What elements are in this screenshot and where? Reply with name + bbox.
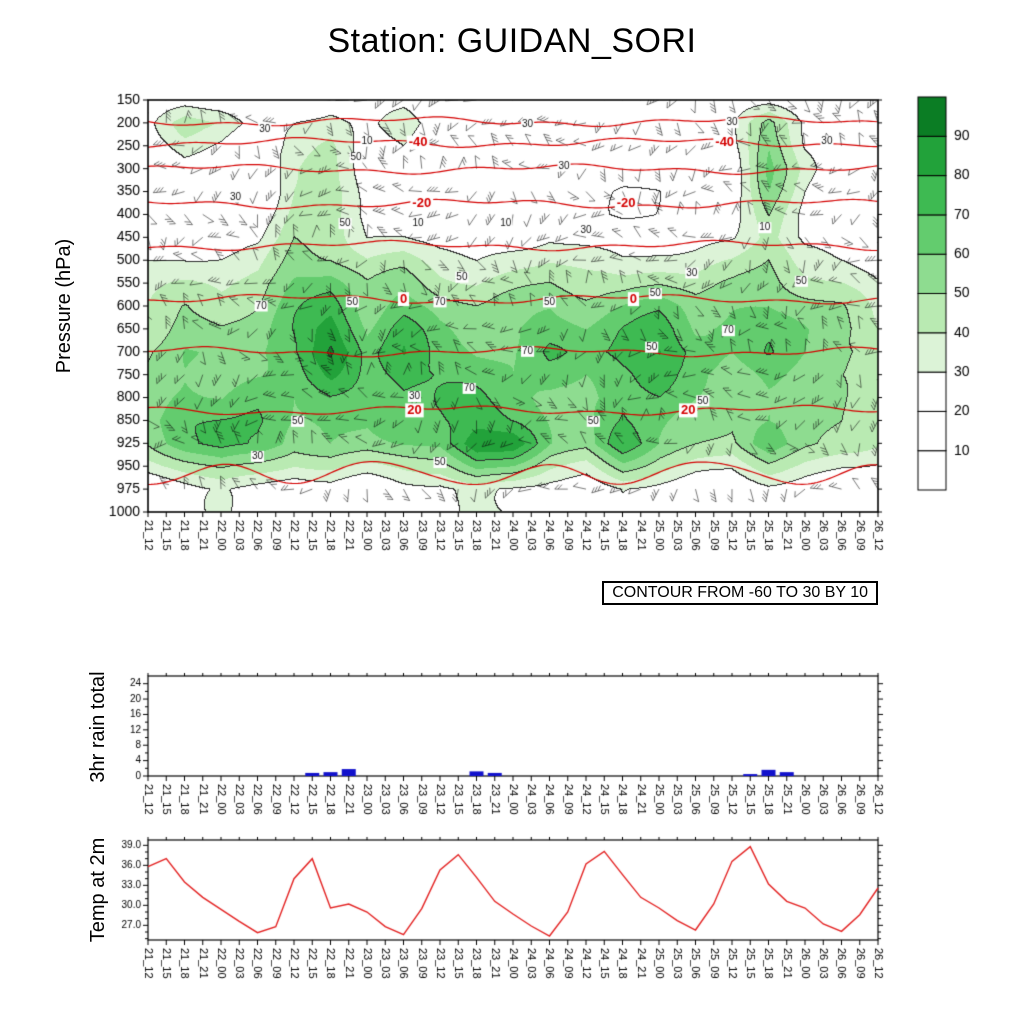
temp-axis-label: Temp at 2m (87, 837, 109, 943)
contour-caption: CONTOUR FROM -60 TO 30 BY 10 (602, 581, 878, 605)
pressure-axis-label: Pressure (hPa) (53, 238, 75, 374)
